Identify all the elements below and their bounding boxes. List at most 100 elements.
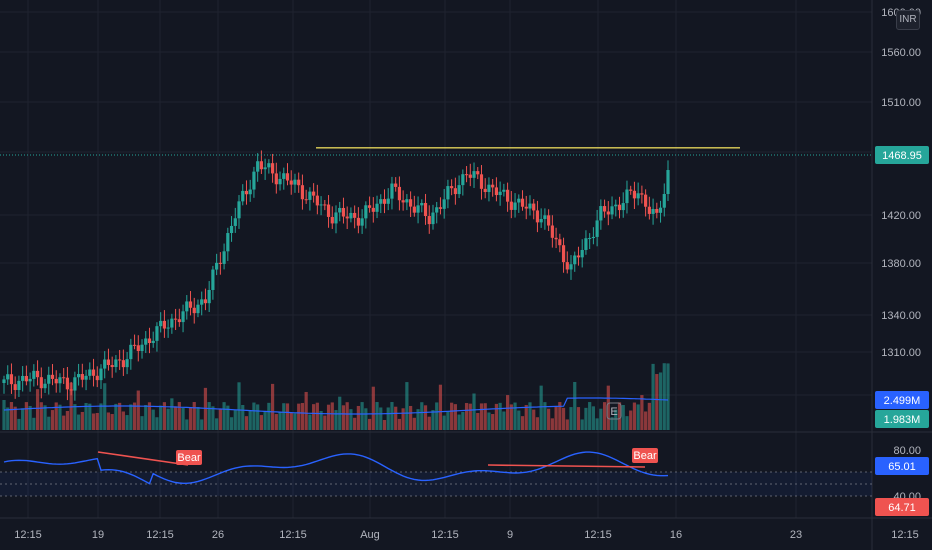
candle-body: [330, 216, 334, 224]
bear-label: Bear: [177, 452, 201, 464]
volume-bar: [132, 402, 137, 430]
volume-bar: [229, 417, 234, 430]
time-tick-label: 16: [670, 529, 682, 541]
candle-body: [629, 189, 633, 191]
volume-bar: [662, 363, 666, 430]
candle-body: [647, 206, 651, 214]
currency-label[interactable]: INR: [896, 10, 920, 30]
volume-bar: [114, 403, 118, 430]
volume-bar: [420, 402, 424, 430]
candle-body: [573, 255, 577, 265]
candle-body: [636, 193, 640, 199]
volume-bar: [535, 417, 540, 430]
candle-body: [241, 190, 245, 202]
candle-body: [599, 206, 603, 221]
candle-body: [617, 204, 622, 211]
candle-body: [244, 190, 249, 195]
volume-bar: [468, 403, 472, 430]
candle-body: [77, 374, 81, 378]
volume-bar: [382, 419, 387, 430]
volume-bar: [121, 411, 125, 430]
candle-body: [2, 379, 6, 383]
volume-bar: [185, 419, 189, 430]
volume-bar: [181, 407, 185, 430]
volume-bar: [457, 414, 461, 430]
volume-bar: [136, 390, 140, 430]
candle-body: [297, 179, 301, 186]
volume-bar: [162, 402, 167, 430]
volume-bar: [17, 418, 21, 430]
volume-bar: [110, 414, 114, 430]
candle-body: [509, 201, 513, 210]
candle-body: [453, 188, 457, 195]
volume-bar: [453, 404, 457, 430]
candle-body: [192, 307, 196, 314]
candle-body: [62, 377, 66, 379]
volume-bar: [528, 402, 532, 430]
time-tick-label: 23: [790, 529, 802, 541]
candle-body: [114, 359, 118, 368]
candle-body: [602, 206, 607, 212]
volume-bar: [412, 417, 416, 430]
volume-bar: [356, 405, 360, 430]
candle-body: [423, 202, 428, 217]
volume-bar: [640, 395, 644, 430]
candle-body: [543, 215, 547, 219]
volume-bar: [636, 404, 640, 430]
candle-body: [405, 199, 409, 203]
candle-body: [390, 183, 394, 199]
candle-body: [17, 380, 21, 391]
volume-bar: [73, 404, 77, 430]
candle-body: [502, 189, 506, 192]
candle-body: [274, 173, 278, 185]
candle-body: [386, 198, 390, 204]
candle-body: [13, 384, 17, 391]
volume-bar: [285, 403, 290, 430]
price-tick-label: 1420.00: [881, 210, 921, 222]
volume-bar: [282, 403, 286, 430]
candle-body: [159, 320, 163, 327]
volume-bar: [84, 403, 88, 430]
candle-body: [591, 236, 595, 239]
candle-body: [285, 173, 290, 181]
candle-body: [554, 237, 558, 240]
candle-body: [632, 190, 637, 199]
volume-bar: [304, 391, 308, 430]
candle-body: [151, 340, 155, 344]
volume-bar: [274, 414, 278, 430]
volume-bar: [584, 407, 588, 430]
volume-bar: [91, 413, 96, 430]
candle-body: [162, 320, 167, 329]
candle-body: [80, 374, 84, 380]
volume-bar: [666, 363, 670, 430]
candle-body: [640, 193, 644, 195]
volume-bar: [2, 400, 6, 430]
time-tick-label: 12:15: [891, 529, 919, 541]
rsi-value-tag: [875, 498, 929, 516]
candle-body: [397, 186, 402, 201]
candle-body: [532, 203, 536, 211]
volume-bar: [464, 403, 469, 430]
volume-bar: [573, 382, 577, 430]
candle-body: [472, 171, 476, 178]
volume-bar: [379, 407, 383, 430]
volume-bar: [252, 402, 256, 430]
volume-bar: [263, 411, 267, 430]
volume-bar: [43, 405, 47, 430]
volume-bar: [218, 408, 222, 430]
volume-bar: [591, 406, 595, 430]
volume-bar: [602, 402, 607, 430]
volume-bar: [47, 416, 51, 430]
volume-bar: [54, 402, 58, 430]
volume-bar: [543, 402, 547, 430]
volume-bar: [588, 402, 592, 430]
volume-bar: [502, 411, 506, 430]
candle-body: [267, 163, 271, 168]
volume-bar: [610, 417, 614, 430]
candle-body: [457, 185, 461, 195]
volume-bar: [170, 398, 174, 430]
volume-bar: [267, 402, 271, 430]
candle-body: [118, 359, 122, 361]
